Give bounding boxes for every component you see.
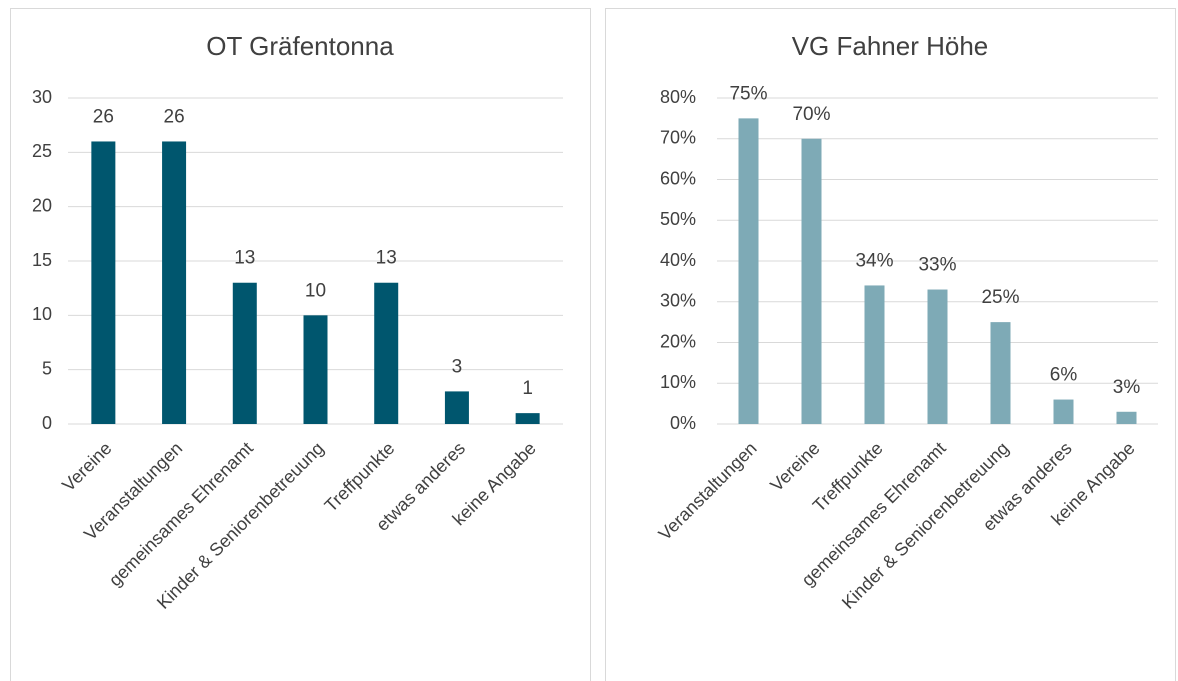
data-label: 3 — [452, 356, 463, 377]
bar — [1053, 399, 1074, 424]
bar — [927, 289, 948, 424]
data-label: 6% — [1050, 365, 1078, 386]
data-label: 70% — [792, 104, 830, 125]
y-tick-label: 15 — [32, 250, 52, 270]
data-label: 13 — [376, 248, 397, 269]
bar — [374, 282, 399, 424]
bar — [444, 391, 469, 424]
y-tick-label: 5 — [42, 358, 52, 378]
y-tick-label: 20 — [32, 195, 52, 215]
y-tick-label: 70% — [660, 128, 696, 148]
data-label: 3% — [1113, 377, 1141, 398]
bar — [162, 141, 187, 424]
bar — [91, 141, 116, 424]
y-tick-label: 10% — [660, 372, 696, 392]
y-tick-label: 0 — [42, 413, 52, 433]
data-label: 75% — [729, 83, 767, 104]
y-tick-label: 30% — [660, 291, 696, 311]
data-label: 10 — [305, 280, 326, 301]
chart-title: VG Fahner Höhe — [792, 31, 989, 61]
y-tick-label: 60% — [660, 168, 696, 188]
data-label: 34% — [855, 250, 893, 271]
bar — [864, 285, 885, 424]
y-tick-label: 40% — [660, 250, 696, 270]
bar — [303, 315, 328, 424]
y-tick-label: 30 — [32, 87, 52, 107]
bar — [738, 118, 759, 424]
y-tick-label: 20% — [660, 331, 696, 351]
data-label: 13 — [234, 248, 255, 269]
panel — [605, 8, 1176, 681]
y-tick-label: 25 — [32, 141, 52, 161]
data-label: 26 — [164, 106, 185, 127]
bar — [232, 282, 257, 424]
y-tick-label: 10 — [32, 304, 52, 324]
bar — [801, 138, 822, 424]
y-tick-label: 80% — [660, 87, 696, 107]
y-tick-label: 50% — [660, 209, 696, 229]
data-label: 26 — [93, 106, 114, 127]
chart-title: OT Gräfentonna — [206, 31, 394, 61]
bar — [515, 413, 540, 424]
data-label: 33% — [918, 255, 956, 276]
data-label: 1 — [522, 378, 533, 399]
bar — [990, 322, 1011, 424]
data-label: 25% — [981, 287, 1019, 308]
y-tick-label: 0% — [670, 413, 696, 433]
bar — [1116, 411, 1137, 424]
